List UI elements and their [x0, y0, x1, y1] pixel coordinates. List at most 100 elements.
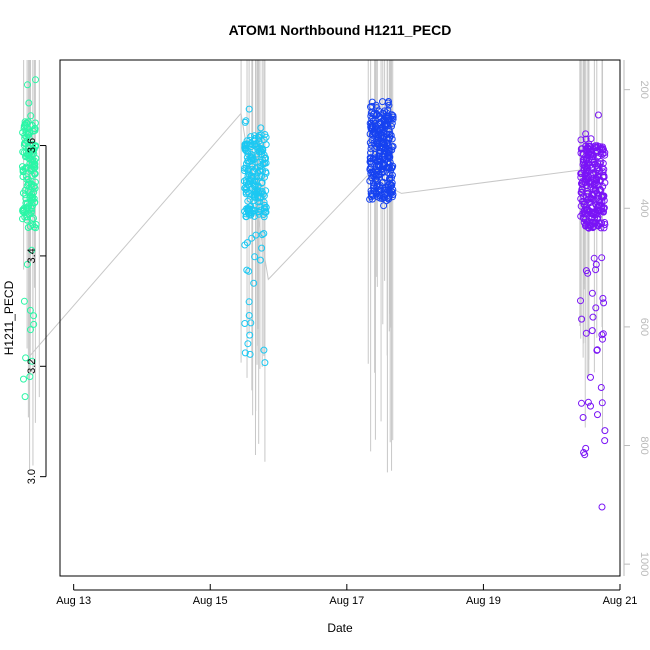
data-point [369, 184, 377, 192]
data-point [370, 128, 378, 136]
data-point [581, 210, 589, 218]
data-point [248, 234, 256, 242]
data-point [584, 145, 592, 152]
data-point [589, 224, 597, 232]
data-point [578, 315, 586, 323]
series-group [577, 111, 609, 511]
data-point [379, 134, 387, 142]
data-point [578, 181, 586, 189]
data-point [596, 177, 604, 185]
data-point [386, 174, 394, 182]
data-point [596, 185, 604, 193]
data-point [32, 224, 40, 232]
data-point [584, 269, 592, 277]
secondary-y-axis: 200 400 600 800 1000 [623, 60, 650, 576]
data-point [252, 142, 260, 150]
data-point [251, 212, 258, 220]
data-point [367, 119, 375, 127]
y-axis: 3.0 3.2 3.4 3.6 [26, 138, 47, 484]
y-tick-label: 3.0 [26, 469, 38, 484]
data-point [368, 174, 376, 182]
data-point [23, 176, 31, 183]
data-point [384, 99, 392, 107]
data-point [249, 178, 257, 186]
data-point [589, 313, 597, 321]
data-point [246, 331, 254, 339]
data-point [246, 350, 254, 358]
data-point [243, 184, 251, 192]
chart-title: ATOM1 Northbound H1211_PECD [229, 22, 452, 38]
data-point [370, 139, 378, 147]
data-point [19, 206, 27, 214]
plot-frame [59, 59, 621, 577]
data-point [242, 183, 250, 191]
data-point [598, 205, 606, 213]
data-point [244, 340, 252, 348]
data-point [32, 76, 39, 84]
data-point [599, 192, 607, 200]
data-point [584, 142, 592, 150]
data-point [241, 349, 249, 357]
data-point [592, 211, 600, 219]
data-point [26, 159, 34, 167]
data-point [375, 170, 383, 178]
data-point [371, 156, 379, 164]
data-point [597, 384, 605, 391]
data-point [375, 149, 383, 157]
data-point [379, 178, 387, 186]
data-point [241, 241, 249, 249]
data-point [381, 174, 389, 182]
data-point [245, 210, 253, 218]
data-point [600, 299, 608, 307]
data-point [22, 163, 30, 171]
data-point [577, 136, 585, 144]
data-point [24, 224, 32, 231]
data-point [585, 173, 593, 181]
data-point [580, 201, 588, 209]
data-point [584, 196, 591, 204]
data-point [386, 171, 394, 179]
data-point [582, 329, 590, 337]
data-point [26, 373, 34, 381]
data-point [377, 147, 385, 155]
data-point [32, 155, 40, 162]
data-point [22, 354, 30, 362]
data-point [378, 138, 386, 146]
data-point [242, 210, 250, 218]
data-point [21, 131, 29, 139]
x-tick-label: Aug 13 [56, 595, 91, 607]
data-point [27, 326, 34, 334]
data-point [388, 143, 396, 151]
data-point [31, 199, 39, 207]
data-point [582, 135, 590, 143]
data-point [249, 155, 257, 163]
data-point [26, 195, 34, 202]
data-point [590, 254, 598, 262]
data-point [588, 289, 596, 297]
data-point [585, 224, 593, 232]
data-point [242, 186, 250, 194]
data-point [384, 153, 392, 161]
data-point [260, 192, 268, 200]
data-point [592, 304, 600, 312]
data-point [587, 373, 594, 381]
x-axis-label: Date [327, 621, 353, 635]
data-point [386, 153, 394, 161]
data-point [21, 118, 29, 126]
series-group [19, 76, 40, 401]
data-point [588, 327, 596, 335]
data-point [366, 139, 374, 147]
data-point [385, 187, 393, 195]
data-point [388, 111, 396, 119]
data-point [594, 111, 602, 119]
data-point [593, 346, 601, 354]
data-point [580, 198, 588, 206]
data-point [600, 224, 608, 232]
data-point [386, 188, 394, 196]
data-point [584, 398, 592, 406]
data-point [259, 160, 267, 167]
data-point [27, 112, 35, 120]
y2-tick-label: 1000 [638, 552, 650, 576]
data-point [582, 156, 590, 164]
data-point [25, 99, 33, 107]
